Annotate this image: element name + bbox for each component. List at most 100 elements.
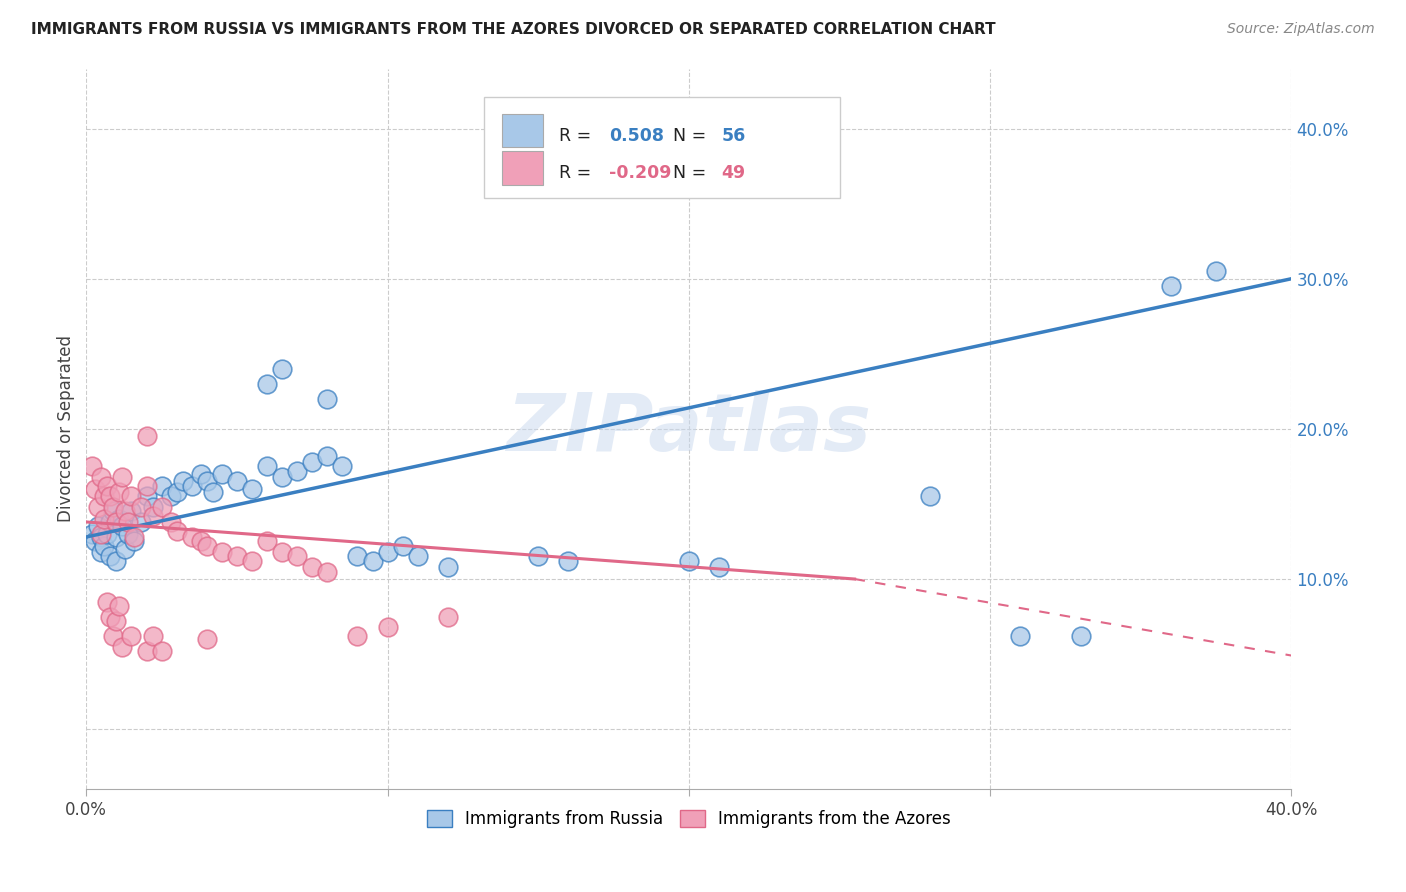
Point: [84, 534, 107, 549]
FancyBboxPatch shape: [484, 97, 839, 198]
Point: [100, 549, 122, 564]
Text: IMMIGRANTS FROM RUSSIA VS IMMIGRANTS FROM THE AZORES DIVORCED OR SEPARATED CORRE: IMMIGRANTS FROM RUSSIA VS IMMIGRANTS FRO…: [31, 22, 995, 37]
Point: [114, 541, 136, 556]
Point: [142, 500, 165, 514]
Point: [90, 545, 112, 559]
Text: N =: N =: [673, 164, 711, 182]
Point: [108, 484, 131, 499]
Point: [111, 519, 134, 533]
Point: [190, 467, 212, 481]
Point: [159, 515, 181, 529]
Point: [707, 560, 730, 574]
Point: [316, 449, 339, 463]
Point: [90, 527, 112, 541]
Point: [82, 459, 104, 474]
Point: [142, 508, 165, 523]
Point: [195, 632, 218, 646]
Point: [159, 490, 181, 504]
Point: [211, 545, 233, 559]
Point: [129, 500, 152, 514]
Point: [105, 530, 128, 544]
Text: 49: 49: [721, 164, 745, 182]
Point: [150, 644, 173, 658]
Point: [124, 534, 146, 549]
Point: [87, 500, 110, 514]
Point: [172, 475, 194, 489]
Point: [256, 376, 278, 391]
Point: [301, 455, 323, 469]
Point: [391, 539, 413, 553]
Point: [103, 500, 125, 514]
Point: [201, 484, 224, 499]
Point: [211, 467, 233, 481]
Point: [96, 479, 118, 493]
Point: [406, 549, 429, 564]
Point: [166, 484, 188, 499]
Point: [111, 640, 134, 654]
Text: R =: R =: [558, 127, 596, 145]
Point: [121, 504, 143, 518]
Point: [316, 565, 339, 579]
Point: [135, 479, 157, 493]
Point: [190, 534, 212, 549]
Point: [361, 554, 384, 568]
Point: [240, 482, 263, 496]
Legend: Immigrants from Russia, Immigrants from the Azores: Immigrants from Russia, Immigrants from …: [420, 804, 957, 835]
Point: [271, 361, 294, 376]
Point: [918, 490, 941, 504]
Point: [100, 515, 122, 529]
Text: -0.209: -0.209: [609, 164, 672, 182]
Point: [87, 519, 110, 533]
Point: [135, 490, 157, 504]
Point: [93, 539, 115, 553]
Point: [285, 464, 308, 478]
Point: [103, 629, 125, 643]
Point: [346, 629, 368, 643]
Point: [256, 459, 278, 474]
Point: [1160, 279, 1182, 293]
Point: [121, 629, 143, 643]
Point: [527, 549, 550, 564]
Point: [117, 527, 139, 541]
Text: 0.508: 0.508: [609, 127, 664, 145]
Point: [111, 470, 134, 484]
Point: [96, 527, 118, 541]
Point: [437, 560, 460, 574]
Point: [195, 475, 218, 489]
Point: [142, 629, 165, 643]
Point: [271, 545, 294, 559]
Point: [93, 512, 115, 526]
Point: [100, 490, 122, 504]
Point: [129, 515, 152, 529]
Y-axis label: Divorced or Separated: Divorced or Separated: [58, 335, 75, 523]
Point: [1205, 264, 1227, 278]
FancyBboxPatch shape: [502, 152, 543, 185]
Point: [180, 479, 202, 493]
Point: [124, 530, 146, 544]
Point: [557, 554, 579, 568]
Point: [93, 490, 115, 504]
Point: [108, 512, 131, 526]
Point: [166, 524, 188, 538]
Point: [377, 545, 399, 559]
Point: [377, 620, 399, 634]
Point: [105, 554, 128, 568]
Point: [103, 504, 125, 518]
Point: [195, 539, 218, 553]
Point: [240, 554, 263, 568]
Text: 56: 56: [721, 127, 745, 145]
Point: [105, 614, 128, 628]
Text: R =: R =: [558, 164, 596, 182]
Point: [332, 459, 354, 474]
Point: [114, 504, 136, 518]
Point: [150, 479, 173, 493]
Point: [316, 392, 339, 406]
Point: [180, 530, 202, 544]
Point: [346, 549, 368, 564]
Point: [105, 515, 128, 529]
Text: N =: N =: [673, 127, 711, 145]
Point: [1010, 629, 1032, 643]
Point: [301, 560, 323, 574]
Point: [437, 609, 460, 624]
Point: [226, 475, 249, 489]
